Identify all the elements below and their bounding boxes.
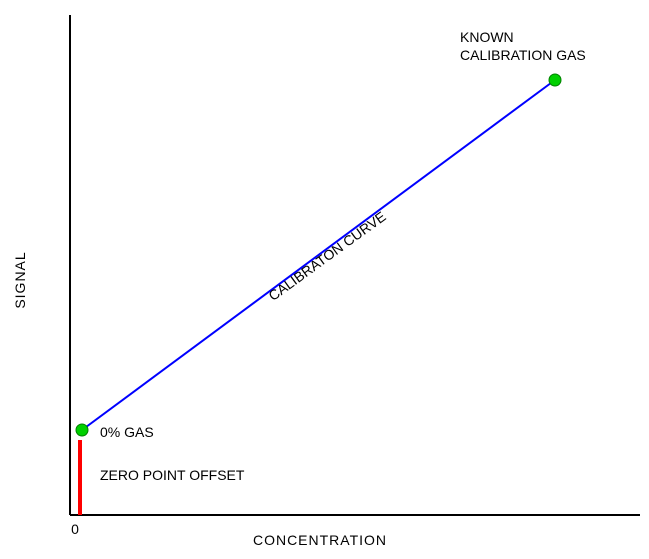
x-axis-tick0: 0 <box>71 521 79 537</box>
zero-gas-label: 0% GAS <box>100 424 154 440</box>
known-gas-label-line2: CALIBRATION GAS <box>460 47 586 63</box>
calibration-chart: 0% GAS ZERO POINT OFFSET KNOWN CALIBRATI… <box>0 0 649 559</box>
zero-gas-point <box>76 424 88 436</box>
known-gas-label-line1: KNOWN <box>460 29 514 45</box>
chart-container: 0% GAS ZERO POINT OFFSET KNOWN CALIBRATI… <box>0 0 649 559</box>
zero-offset-label: ZERO POINT OFFSET <box>100 467 245 483</box>
y-axis-label: SIGNAL <box>12 251 28 308</box>
calibration-curve-label: CALIBRATON CURVE <box>265 208 388 304</box>
known-gas-point <box>549 74 561 86</box>
x-axis-label: CONCENTRATION <box>253 532 387 548</box>
